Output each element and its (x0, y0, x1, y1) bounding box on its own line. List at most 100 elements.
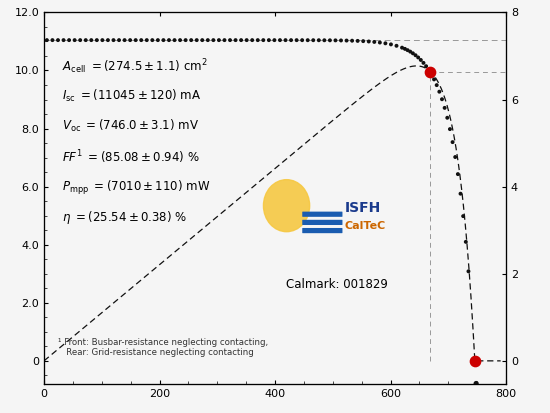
Point (456, 190, 465, 197)
Point (70, 37, 79, 43)
Point (153, 37, 162, 43)
Point (292, 37, 301, 43)
Point (236, 37, 245, 43)
Point (416, 57, 425, 63)
Point (427, 71, 436, 78)
Point (187, 37, 196, 43)
Point (392, 43, 401, 49)
Point (281, 37, 290, 43)
Point (473, 404, 482, 411)
Text: $\it{I}_{\rm sc}$ $= (11045 \pm 120)\ \rm{mA}$: $\it{I}_{\rm sc}$ $= (11045 \pm 120)\ \r… (63, 88, 202, 104)
Point (42, 37, 51, 43)
Point (209, 37, 218, 43)
Point (400, 45, 409, 52)
Point (337, 37, 345, 44)
Point (414, 54, 422, 61)
Point (376, 39, 384, 46)
Point (53, 37, 62, 43)
Point (92, 37, 101, 43)
Point (326, 37, 334, 44)
Text: $\it{A}_{\rm cell}$ $= (274.5 \pm 1.1)\ \rm{cm}^2$: $\it{A}_{\rm cell}$ $= (274.5 \pm 1.1)\ … (63, 57, 208, 76)
Point (114, 37, 123, 43)
Point (470, 358, 479, 364)
Point (87, 37, 96, 43)
Point (170, 37, 179, 43)
Point (270, 37, 279, 43)
Point (65, 37, 74, 43)
Point (164, 37, 173, 43)
Text: $\it{\eta}$ $= (25.54 \pm 0.38)\ \%$: $\it{\eta}$ $= (25.54 \pm 0.38)\ \%$ (63, 209, 188, 226)
Point (59, 37, 68, 43)
Point (254, 37, 262, 43)
Point (387, 41, 395, 47)
Point (220, 37, 229, 43)
Point (137, 37, 146, 43)
Point (204, 37, 212, 43)
Point (126, 37, 135, 43)
Point (248, 37, 257, 43)
Text: ISFH: ISFH (344, 201, 381, 214)
Point (446, 126, 454, 133)
Point (320, 37, 329, 43)
Point (48, 37, 57, 43)
Text: $\it{V}_{\rm oc}$ $= (746.0 \pm 3.1)\ \rm{mV}$: $\it{V}_{\rm oc}$ $= (746.0 \pm 3.1)\ \r… (63, 118, 200, 134)
Point (359, 38, 367, 45)
Point (265, 37, 273, 43)
Text: ¹ Front: Busbar-resistance neglecting contacting,
   Rear: Grid-resistance negle: ¹ Front: Busbar-resistance neglecting co… (58, 337, 268, 357)
Point (453, 171, 462, 178)
Point (331, 37, 340, 44)
Point (425, 67, 433, 74)
Point (192, 37, 201, 43)
Point (461, 239, 470, 245)
Point (451, 154, 460, 160)
Point (448, 139, 457, 145)
Point (103, 37, 112, 43)
Point (109, 37, 118, 43)
Point (381, 40, 390, 47)
Point (370, 39, 379, 45)
Point (287, 37, 295, 43)
FancyBboxPatch shape (302, 228, 343, 233)
Text: Calmark: 001829: Calmark: 001829 (287, 278, 388, 291)
Point (459, 213, 468, 219)
Point (443, 114, 452, 121)
Point (425, 68, 434, 75)
Point (403, 47, 412, 53)
Point (181, 37, 190, 43)
Point (435, 88, 444, 95)
Point (440, 104, 449, 111)
FancyBboxPatch shape (302, 211, 343, 217)
Point (438, 96, 447, 102)
Text: CalTeC: CalTeC (344, 221, 386, 231)
Point (142, 37, 151, 43)
Point (81, 37, 90, 43)
Text: $\it{FF}^1$ $= (85.08 \pm 0.94)\ \%$: $\it{FF}^1$ $= (85.08 \pm 0.94)\ \%$ (63, 148, 200, 166)
Point (76, 37, 85, 43)
Point (214, 37, 223, 43)
Point (406, 48, 415, 55)
Point (298, 37, 306, 43)
Point (131, 37, 140, 43)
Point (409, 50, 417, 57)
Point (226, 37, 234, 43)
Point (411, 52, 420, 59)
Point (430, 76, 438, 83)
Point (353, 38, 362, 44)
Point (148, 37, 157, 43)
Point (472, 380, 481, 387)
Point (315, 37, 323, 43)
Point (432, 82, 441, 88)
Point (175, 37, 184, 43)
Point (342, 37, 351, 44)
Point (422, 63, 431, 69)
Point (303, 37, 312, 43)
Point (242, 37, 251, 43)
Point (309, 37, 318, 43)
Point (470, 358, 479, 364)
Point (259, 37, 268, 43)
Point (276, 37, 284, 43)
Point (348, 38, 356, 44)
Point (120, 37, 129, 43)
Point (98, 37, 107, 43)
FancyBboxPatch shape (302, 220, 343, 225)
